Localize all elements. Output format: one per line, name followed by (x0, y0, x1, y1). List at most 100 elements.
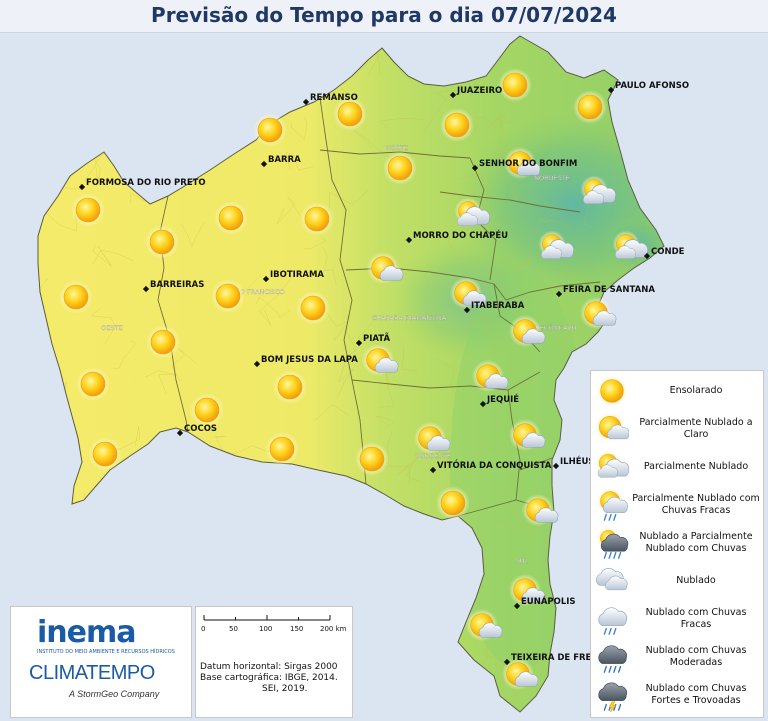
city-label: JEQUIÉ (486, 393, 519, 405)
legend-label: Nublado com Chuvas Moderadas (645, 645, 747, 668)
forecast-ensolarado-icon (145, 324, 181, 360)
city-label: CONDE (651, 247, 685, 257)
city-marker: PIATÃ (355, 333, 390, 347)
legend-item: Nublado com Chuvas Fortes e Trovoadas (591, 676, 763, 714)
parcialmente-nublado-a-claro-icon (595, 412, 629, 443)
parcialmente-nublado-chuvas-fracas-icon (596, 488, 628, 521)
legend-label: Nublado (676, 575, 716, 586)
datum-line: Base cartográfica: IBGE, 2014. (200, 673, 338, 683)
city-marker: CONDE (643, 247, 685, 260)
legend-item: Nublado com Chuvas Fracas (591, 600, 763, 638)
city-label: TEIXEIRA DE FREITAS (511, 653, 612, 663)
logo-panel: inema INSTITUTO DO MEIO AMBIENTE E RECUR… (10, 606, 192, 718)
region-label: SÃO FRANCISCO (231, 287, 284, 296)
forecast-ensolarado-icon (189, 392, 225, 428)
region-label: CHAPADA DIAMANTINA (372, 314, 447, 322)
legend-label: Nublado com Chuvas Fortes e Trovoadas (645, 683, 747, 706)
inema-subtitle: INSTITUTO DO MEIO AMBIENTE E RECURSOS HÍ… (37, 649, 175, 655)
city-label: FEIRA DE SANTANA (563, 285, 655, 295)
nublado-parcialmente-chuvas-icon (596, 526, 629, 559)
forecast-ensolarado-icon (252, 112, 288, 148)
legend-label: Parcialmente Nublado (643, 461, 749, 472)
city-label: MORRO DO CHAPÉU (413, 229, 508, 241)
legend-item: Parcialmente Nublado (591, 448, 763, 486)
legend-item: Parcialmente Nublado com Chuvas Fracas (591, 486, 763, 524)
city-label: IBOTIRAMA (270, 270, 324, 280)
city-label: PAULO AFONSO (615, 81, 689, 91)
forecast-ensolarado-icon (497, 67, 533, 103)
nublado-chuvas-fracas-icon (598, 607, 627, 635)
nublado-icon (596, 568, 628, 591)
parcialmente-nublado-icon (595, 450, 629, 478)
city-marker: JEQUIÉ (479, 393, 519, 408)
city-label: JUAZEIRO (456, 86, 502, 96)
city-label: COCOS (184, 424, 217, 434)
forecast-ensolarado-icon (264, 431, 300, 467)
forecast-ensolarado-icon (354, 441, 390, 477)
climatempo-logo: CLIMATEMPO (29, 662, 155, 684)
forecast-ensolarado-icon (70, 192, 106, 228)
legend-label: Nublado com Chuvas Fracas (645, 607, 747, 630)
city-marker: EUNÁPOLIS (513, 595, 576, 610)
region-label: SUDOESTE (415, 452, 450, 460)
forecast-ensolarado-icon (58, 279, 94, 315)
region-labels: NORTE NORDESTE SÃO FRANCISCO OESTE CHAPADA D… (101, 144, 577, 565)
legend-label: Parcialmente Nublado com Chuvas Fracas (632, 493, 760, 516)
legend-panel: Ensolarado Parcialmente Nublado a Claro Pa… (590, 370, 764, 718)
city-label: PIATÃ (363, 333, 390, 344)
region-label: SUL (516, 557, 529, 565)
stormgeo-tagline: A StormGeo Company (69, 689, 160, 699)
scale-tick: 50 (229, 625, 238, 633)
forecast-ensolarado-icon (295, 290, 331, 326)
scale-tick: 200 km (320, 625, 347, 633)
map-area: NORTE NORDESTE SÃO FRANCISCO OESTE CHAPADA D… (0, 33, 768, 721)
city-label: REMANSO (310, 93, 358, 103)
city-label: ITABERABA (471, 301, 525, 311)
region-label: NORTE (386, 144, 408, 152)
forecast-ensolarado-icon (144, 224, 180, 260)
city-label: BOM JESUS DA LAPA (261, 355, 358, 365)
city-label: EUNÁPOLIS (521, 595, 576, 607)
scale-panel: 0 50 100 150 200 km Datum horizontal: Si… (195, 606, 353, 718)
legend-label: Ensolarado (669, 385, 723, 396)
nublado-chuvas-fortes-trovoadas-icon (598, 682, 627, 712)
scale-tick: 100 (259, 625, 273, 633)
city-label: BARRA (268, 155, 301, 165)
city-marker: VITÓRIA DA CONQUISTA (429, 459, 552, 474)
city-marker: ITABERABA (463, 301, 525, 314)
city-marker: BOM JESUS DA LAPA (253, 355, 358, 368)
forecast-ensolarado-icon (382, 150, 418, 186)
inema-logo: inema (37, 615, 136, 650)
forecast-ensolarado-icon (75, 366, 111, 402)
legend-item: Nublado com Chuvas Moderadas (591, 638, 763, 676)
city-marker: PAULO AFONSO (607, 81, 689, 94)
header-bar: Previsão do Tempo para o dia 07/07/2024 (0, 0, 768, 33)
page-title: Previsão do Tempo para o dia 07/07/2024 (151, 3, 617, 27)
forecast-ensolarado-icon (87, 436, 123, 472)
legend-item: Nublado (591, 562, 763, 600)
region-label: NORDESTE (534, 174, 570, 182)
city-marker: FORMOSA DO RIO PRETO (78, 178, 206, 191)
city-label: FORMOSA DO RIO PRETO (86, 178, 206, 188)
scale-tick: 0 (201, 625, 206, 633)
city-marker: IBOTIRAMA (262, 270, 324, 283)
legend-label: Parcialmente Nublado a Claro (639, 417, 753, 440)
city-label: VITÓRIA DA CONQUISTA (437, 459, 552, 471)
ensolarado-icon (595, 374, 629, 408)
city-label: BARREIRAS (150, 280, 204, 290)
city-label: ILHÉUS (560, 455, 595, 467)
nublado-chuvas-moderadas-icon (598, 645, 627, 673)
legend-item: Ensolarado (591, 372, 763, 410)
city-marker: TEIXEIRA DE FREITAS (503, 653, 612, 666)
forecast-ensolarado-icon (299, 201, 335, 237)
bahia-weather-map: NORTE NORDESTE SÃO FRANCISCO OESTE CHAPADA D… (37, 35, 689, 713)
city-markers: JUAZEIRO PAULO AFONSO REMANSO BARRA SENHOR D… (78, 81, 689, 666)
forecast-ensolarado-icon (272, 369, 308, 405)
forecast-parcialmente-nublado-a-claro-icon (579, 296, 617, 330)
forecast-ensolarado-icon (213, 200, 249, 236)
city-label: SENHOR DO BONFIM (479, 159, 577, 169)
region-label: OESTE (101, 324, 122, 332)
datum-info: Datum horizontal: Sirgas 2000 Base carto… (200, 662, 350, 695)
datum-line: SEI, 2019. (262, 684, 308, 694)
city-marker: ILHÉUS (552, 455, 595, 470)
